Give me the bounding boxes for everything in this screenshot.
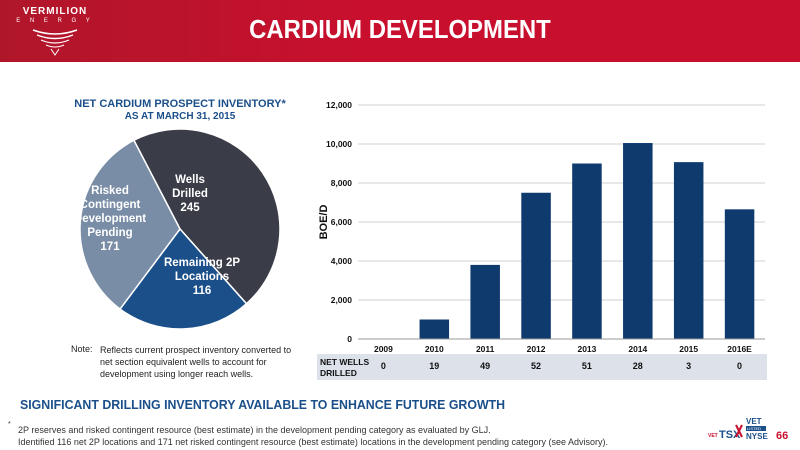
y-tick-label: 12,000 [326, 100, 352, 110]
x-tick-label: 2012 [527, 344, 546, 354]
net-wells-row: NET WELLS DRILLED 0 19 49 52 51 28 3 0 [317, 354, 767, 380]
page-number: 66 [776, 430, 789, 442]
pie-slice-label: Remaining 2P [164, 257, 240, 269]
pie-slice-value: 116 [193, 285, 212, 297]
net-wells-value: 28 [632, 361, 643, 371]
x-tick-label: 2015 [679, 344, 698, 354]
bar [419, 319, 450, 339]
pie-slice-label: Contingent [80, 199, 141, 211]
vermilion-logo: VERMILION E N E R G Y [14, 6, 96, 58]
bar [521, 192, 551, 339]
pie-title: NET CARDIUM PROSPECT INVENTORY* [74, 98, 286, 110]
logo-subtext: E N E R G Y [16, 18, 94, 24]
pie-subtitle: AS AT MARCH 31, 2015 [124, 111, 236, 122]
header-bar: VERMILION E N E R G Y CARDIUM DEVELOPMEN… [0, 0, 800, 62]
net-wells-value: 0 [380, 361, 386, 371]
tsx-label: TSX [719, 429, 741, 441]
net-wells-value: 19 [429, 361, 440, 371]
y-tick-label: 0 [347, 334, 352, 344]
pie-slice-value: 245 [180, 202, 200, 214]
tsx-vet-label: VET [708, 433, 718, 439]
pie-slice-label: Drilled [172, 188, 208, 200]
y-tick-label: 2,000 [331, 295, 353, 305]
pie-panel: NET CARDIUM PROSPECT INVENTORY* AS AT MA… [60, 89, 300, 385]
net-wells-label: NET WELLS DRILLED [320, 357, 370, 378]
bar-panel: 0 2,000 4,000 6,000 8,000 10,000 12,000 BOE/D 20… [303, 89, 775, 385]
note-label: Note: [71, 344, 93, 354]
y-tick-label: 6,000 [331, 217, 353, 227]
page-title: CARDIUM DEVELOPMENT [249, 14, 551, 44]
y-tick-label: 8,000 [331, 178, 353, 188]
pie-slice-label: Development [74, 213, 146, 225]
pie-slice-label: Risked [91, 185, 129, 197]
tsx-cross-icon [735, 424, 743, 438]
pie-slice [119, 227, 248, 330]
pie-slice-label: Locations [175, 271, 229, 283]
footnote-mark: * [8, 421, 11, 428]
bar-chart: 0 2,000 4,000 6,000 8,000 10,000 12,000 BOE/D 20… [318, 100, 765, 354]
pie-slice-value: 171 [100, 241, 120, 253]
net-wells-value: 49 [480, 361, 491, 371]
pie-chart: Wells Drilled 245 Remaining 2P Locations 116 R… [74, 129, 281, 330]
x-tick-label: 2010 [425, 344, 444, 354]
y-axis-label: BOE/D [318, 205, 330, 240]
listed-bar [746, 426, 766, 431]
nyse-vet-label: VET [746, 417, 762, 426]
y-tick-label: 4,000 [331, 256, 353, 266]
listed-label: LISTED [747, 426, 761, 431]
pie-slice [132, 129, 281, 305]
x-tick-label: 2013 [577, 344, 596, 354]
bar [623, 143, 653, 339]
logo-mark-icon [32, 29, 78, 56]
x-tick-label: 2011 [476, 344, 495, 354]
net-wells-value: 0 [737, 361, 743, 371]
bar [572, 163, 602, 339]
net-wells-value: 52 [531, 361, 542, 371]
exchange-listing-logo: VET TSX VET LISTED NYSE [708, 417, 768, 441]
pie-slice-label: Wells [175, 174, 205, 186]
y-tick-label: 10,000 [326, 139, 352, 149]
footnote-line-1: 2P reserves and risked contingent resour… [18, 425, 491, 435]
bar [470, 264, 500, 339]
nyse-label: NYSE [746, 432, 768, 441]
pie-slice [79, 139, 181, 311]
x-tick-label: 2016E [727, 344, 752, 354]
section-subtitle: SIGNIFICANT DRILLING INVENTORY AVAILABLE… [20, 397, 506, 412]
x-tick-label: 2014 [628, 344, 647, 354]
logo-text: VERMILION [22, 6, 88, 17]
net-wells-value: 3 [686, 361, 692, 371]
note-text: Reflects current prospect inventory conv… [100, 345, 292, 379]
x-tick-label: 2009 [374, 344, 393, 354]
footnote: 2P reserves and risked contingent resour… [18, 424, 678, 448]
net-wells-value: 51 [581, 361, 592, 371]
bar [724, 209, 755, 339]
pie-slice-label: Pending [87, 227, 132, 239]
footnote-line-2: Identified 116 net 2P locations and 171 … [18, 437, 609, 447]
bar [673, 162, 704, 339]
